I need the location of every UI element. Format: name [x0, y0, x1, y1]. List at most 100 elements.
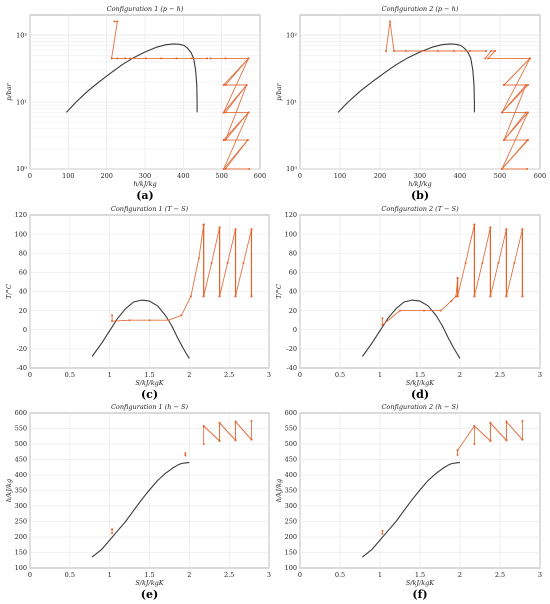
y-tick-label: 60 — [19, 269, 27, 277]
data-point — [505, 439, 508, 442]
data-point — [206, 57, 209, 60]
data-point — [521, 420, 524, 423]
y-tick-label: 10¹ — [16, 98, 27, 106]
saturation-dome-line — [91, 299, 190, 359]
data-point — [202, 295, 205, 298]
x-tick-label: 2.5 — [495, 571, 505, 579]
y-tick-label: 500 — [15, 440, 27, 448]
data-point — [110, 57, 113, 60]
y-tick-label: 10² — [286, 31, 297, 39]
y-tick-label: 450 — [285, 456, 297, 464]
y-tick-label: 40 — [289, 288, 297, 296]
data-point — [456, 453, 459, 456]
y-tick-label: 150 — [285, 549, 297, 557]
data-point — [218, 439, 221, 442]
panel-f: 0 0.5 1 1.5 2 2.5 3 100 150 200 250 300 350 400 450 500… — [275, 403, 542, 601]
data-point — [455, 295, 457, 298]
data-point — [381, 529, 384, 532]
data-point — [116, 57, 119, 60]
x-tick-label: 300 — [139, 172, 151, 180]
data-point — [526, 139, 529, 142]
x-tick-label: 3 — [267, 371, 271, 379]
data-point — [160, 57, 163, 60]
y-tick-label: 20 — [19, 307, 27, 315]
data-point — [202, 223, 205, 226]
data-point — [473, 443, 476, 445]
x-tick-label: 0 — [298, 371, 302, 379]
x-tick-label: 1.5 — [415, 371, 425, 379]
data-point — [184, 452, 187, 455]
data-point — [224, 139, 227, 142]
data-point — [234, 439, 237, 442]
y-tick-label: 100 — [15, 230, 27, 238]
grid — [29, 14, 261, 170]
y-axis-label: T/°C — [5, 284, 13, 299]
x-tick-label: 1.5 — [144, 371, 154, 379]
data-point — [521, 438, 524, 441]
y-tick-label: 300 — [15, 502, 27, 510]
y-tick-label: 0 — [23, 326, 27, 334]
y-tick-label: 60 — [289, 269, 297, 277]
x-tick-label: 1 — [378, 371, 382, 379]
grid — [29, 214, 270, 369]
y-tick-label: -40 — [287, 364, 297, 372]
data-point — [525, 111, 527, 114]
data-point — [399, 309, 401, 312]
data-point — [484, 57, 487, 60]
data-point — [513, 261, 516, 264]
panel-e: 0 0.5 1 1.5 2 2.5 3 100 150 200 250 300 350 400 450 500… — [5, 403, 271, 601]
data-point — [439, 309, 442, 312]
data-point — [393, 49, 395, 52]
data-point — [521, 228, 524, 231]
x-tick-label: 1 — [378, 571, 382, 579]
x-tick-label: 400 — [454, 172, 466, 180]
data-point — [489, 421, 492, 424]
y-tick-label: 10² — [16, 31, 27, 39]
panel-a: 0 100 200 300 400 500 600 10⁰ 10¹ 10² Configuratio… — [5, 5, 266, 202]
x-tick-label: 2.5 — [495, 371, 505, 379]
x-tick-label: 2.5 — [224, 371, 234, 379]
data-point — [210, 261, 213, 264]
data-point — [389, 20, 391, 23]
process-line — [501, 58, 531, 170]
x-tick-label: 0 — [298, 571, 302, 579]
data-point — [124, 57, 127, 60]
data-point — [202, 425, 205, 428]
data-point — [505, 228, 508, 231]
data-point — [234, 228, 237, 231]
data-point — [246, 139, 249, 142]
y-tick-label: 100 — [15, 564, 27, 572]
x-tick-label: 1 — [108, 371, 112, 379]
y-tick-label: 450 — [15, 456, 27, 464]
saturation-dome-line — [362, 462, 461, 558]
y-tick-label: 200 — [15, 533, 27, 541]
data-point — [473, 295, 476, 298]
data-point — [503, 83, 505, 86]
data-point — [494, 49, 497, 52]
x-tick-label: 3 — [538, 571, 542, 579]
data-point — [167, 319, 170, 322]
series-group — [91, 223, 253, 359]
data-point — [381, 317, 384, 320]
x-tick-label: 0 — [28, 571, 32, 579]
data-point — [242, 261, 245, 264]
data-point — [113, 20, 116, 23]
x-tick-label: 1.5 — [415, 571, 425, 579]
data-point — [456, 277, 459, 280]
data-point — [521, 295, 524, 298]
data-point — [224, 57, 227, 60]
data-point — [209, 57, 212, 60]
y-tick-label: 250 — [285, 518, 297, 526]
data-point — [128, 319, 131, 322]
data-point — [111, 320, 114, 323]
saturation-dome-line — [65, 43, 198, 113]
data-point — [481, 261, 484, 264]
data-point — [489, 295, 492, 298]
data-point — [234, 420, 237, 423]
x-tick-label: 0.5 — [335, 371, 345, 379]
y-tick-label: 200 — [285, 533, 297, 541]
y-tick-label: 350 — [15, 487, 27, 495]
y-tick-label: 10⁰ — [16, 165, 27, 173]
x-tick-label: 2 — [187, 371, 191, 379]
panel-label: (a) — [136, 189, 154, 202]
